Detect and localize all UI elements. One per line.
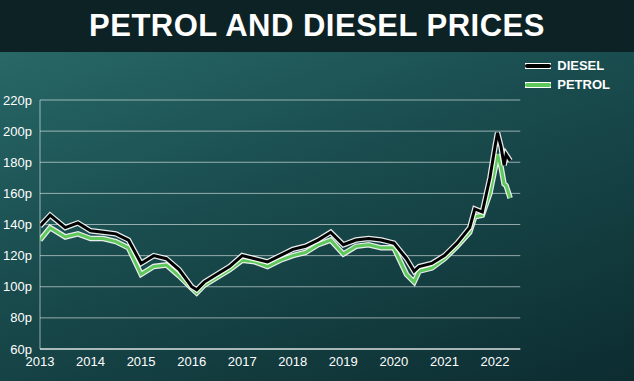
html-text:PETROL: PETROL [557,77,610,92]
svg-text:2017: 2017 [228,354,257,369]
svg-text:60p: 60p [10,342,32,357]
svg-text:2019: 2019 [329,354,358,369]
svg-text:100p: 100p [3,279,32,294]
svg-text:160p: 160p [3,186,32,201]
svg-text:2022: 2022 [481,354,510,369]
svg-text:2016: 2016 [177,354,206,369]
svg-text:200p: 200p [3,124,32,139]
svg-text:140p: 140p [3,217,32,232]
svg-text:180p: 180p [3,155,32,170]
svg-text:2014: 2014 [76,354,105,369]
html-text:PETROL AND DIESEL PRICES: PETROL AND DIESEL PRICES [89,8,545,43]
svg-text:2018: 2018 [278,354,307,369]
svg-text:2021: 2021 [430,354,459,369]
svg-text:2020: 2020 [379,354,408,369]
html-text:DIESEL: DIESEL [557,58,605,73]
svg-text:80p: 80p [10,310,32,325]
svg-text:220p: 220p [3,93,32,108]
svg-text:120p: 120p [3,248,32,263]
svg-text:2013: 2013 [25,354,55,370]
svg-text:2015: 2015 [127,354,156,369]
